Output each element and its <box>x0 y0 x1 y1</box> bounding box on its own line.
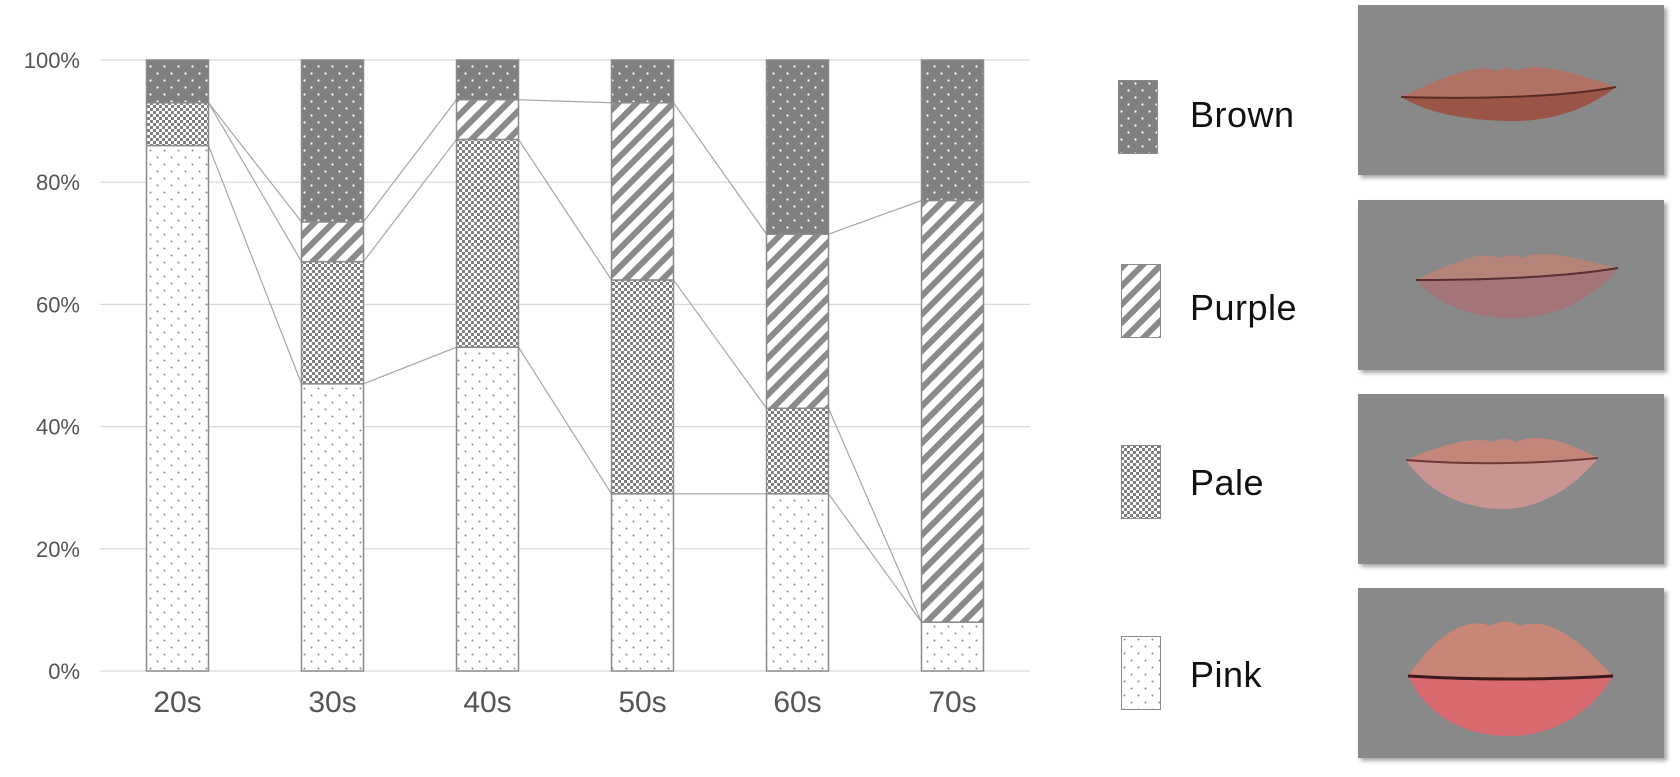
connector-line <box>517 346 613 495</box>
bar-segment-brown <box>455 59 520 101</box>
bar-segment-purple <box>455 98 520 141</box>
pink-lips-photo <box>1358 588 1664 758</box>
bar-segment-purple <box>920 199 985 623</box>
bar-segment-pale <box>145 102 210 147</box>
legend-swatch-brown <box>1118 80 1158 154</box>
legend-label-purple: Purple <box>1190 287 1298 328</box>
x-tick-label: 50s <box>618 686 666 719</box>
x-tick-label: 40s <box>463 686 511 719</box>
upper-lip <box>1401 67 1616 98</box>
y-tick-label: 80% <box>36 170 80 195</box>
lower-lip <box>1406 458 1598 509</box>
connector-line <box>673 279 767 409</box>
purple-lips-photo <box>1358 200 1664 370</box>
connector-line <box>827 408 923 623</box>
lower-lip <box>1408 676 1613 736</box>
lower-lip <box>1401 87 1616 122</box>
bar-segment-purple <box>610 102 675 281</box>
bar-segment-purple <box>765 233 830 410</box>
y-tick-label: 0% <box>48 659 80 684</box>
connector-line <box>517 139 613 281</box>
bar-segment-pink <box>610 493 675 672</box>
legend-swatch-pale <box>1121 445 1161 519</box>
connector-line <box>363 99 457 223</box>
legend-label-brown: Brown <box>1190 94 1295 135</box>
connector-line <box>518 99 612 104</box>
x-axis-ticks: 20s 30s 40s 50s 60s 70s <box>153 686 976 719</box>
connector-line <box>207 145 303 385</box>
bar-segment-pale <box>765 407 830 495</box>
bars <box>145 59 985 672</box>
bar-segment-pink <box>765 493 830 672</box>
bar-segment-pale <box>455 138 520 348</box>
bar-segment-pink <box>920 621 985 672</box>
legend-label-pink: Pink <box>1190 654 1263 695</box>
legend-swatch-pink <box>1121 636 1161 710</box>
x-tick-label: 20s <box>153 686 201 719</box>
bar-segment-pale <box>610 279 675 495</box>
bar-segment-purple <box>300 221 365 263</box>
connector-line <box>673 102 767 235</box>
legend-swatch-purple <box>1121 264 1161 338</box>
y-tick-label: 20% <box>36 537 80 562</box>
connector-lines <box>207 99 923 623</box>
upper-lip <box>1406 437 1598 464</box>
connector-line <box>363 346 457 385</box>
connector-line <box>207 102 303 262</box>
pale-lips-photo <box>1358 394 1664 564</box>
bar-segment-pink <box>145 144 210 672</box>
stacked-bar-chart: 0% 20% 40% 60% 80% 100% 20s 30s 40s 50s 60s 70s <box>24 48 1030 719</box>
x-tick-label: 70s <box>928 686 976 719</box>
connector-line <box>208 102 302 223</box>
bar-segment-pink <box>300 383 365 672</box>
brown-lips-photo <box>1358 5 1664 175</box>
x-tick-label: 30s <box>308 686 356 719</box>
upper-lip <box>1408 621 1613 679</box>
bar-segment-pink <box>455 346 520 672</box>
y-axis-ticks: 0% 20% 40% 60% 80% 100% <box>24 48 80 684</box>
connector-line <box>828 493 922 623</box>
bar-segment-brown <box>145 59 210 104</box>
y-tick-label: 40% <box>36 415 80 440</box>
bar-segment-brown <box>920 59 985 202</box>
bar-segment-brown <box>300 59 365 223</box>
connector-line <box>363 139 457 262</box>
bar-segment-brown <box>610 59 675 104</box>
y-tick-label: 100% <box>24 48 80 73</box>
bar-segment-pale <box>300 260 365 385</box>
connector-line <box>828 199 922 235</box>
legend-label-pale: Pale <box>1190 462 1265 503</box>
x-tick-label: 60s <box>773 686 821 719</box>
y-tick-label: 60% <box>36 292 80 317</box>
bar-segment-brown <box>765 59 830 235</box>
